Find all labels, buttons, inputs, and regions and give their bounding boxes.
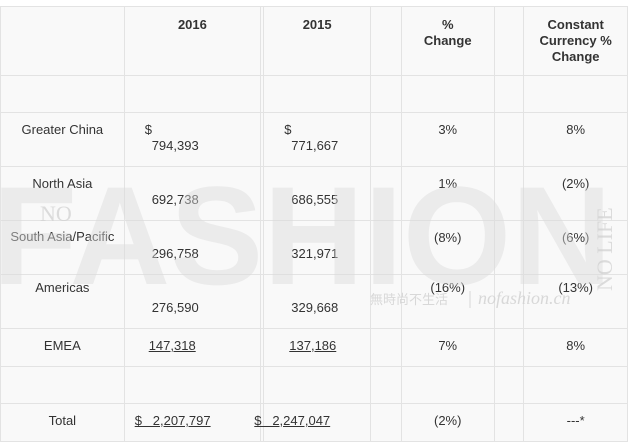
cc-change: 8% <box>566 338 586 353</box>
value-2015: 771,667 <box>291 138 339 153</box>
value-2016: 296,758 <box>151 246 199 261</box>
dollar-sign: $ <box>144 122 152 137</box>
pct-change: 7% <box>438 338 458 353</box>
value-2015: 321,971 <box>291 246 339 261</box>
cc-change: 8% <box>566 122 586 137</box>
value-2015: 137,186 <box>282 338 336 353</box>
total-label: Total <box>48 413 77 428</box>
total-cc: ---* <box>566 413 585 428</box>
header-cc-label: Constant Currency % Change <box>539 17 612 64</box>
header-2016: 2016 <box>123 6 262 76</box>
table-row: Americas 276,590 329,668 (16%) (13%) <box>0 274 628 329</box>
cc-change: (6%) <box>561 230 590 245</box>
value-2015: 329,668 <box>291 300 339 315</box>
value-2016: 794,393 <box>151 138 199 153</box>
header-row: 2016 2015 % Change Constant Currency % C… <box>0 6 628 76</box>
table-row: South Asia/Pacific 296,758 321,971 (8%) … <box>0 220 628 275</box>
table-row: EMEA 147,318 137,186 7% 8% <box>0 328 628 367</box>
header-empty <box>0 6 125 76</box>
total-2015: $ 2,247,047 <box>254 413 330 428</box>
row-label: North Asia <box>32 176 93 191</box>
header-2015: 2015 <box>263 6 372 76</box>
total-2016: $ 2,207,797 <box>135 413 211 428</box>
row-label: EMEA <box>43 338 81 353</box>
value-2016-text: 147,318 <box>148 338 196 353</box>
header-gap <box>493 6 525 76</box>
cc-change: (2%) <box>561 176 590 191</box>
header-pct-label: % Change <box>423 17 472 48</box>
total-row: Total $ 2,207,797 $ 2,247,047 (2%) ---* <box>0 403 628 442</box>
dollar-sign: $ <box>284 122 292 137</box>
value-2015-text: 137,186 <box>289 338 337 353</box>
spacer-row <box>0 366 628 404</box>
total-pct: (2%) <box>433 413 462 428</box>
sales-table: 2016 2015 % Change Constant Currency % C… <box>0 6 628 442</box>
table-row: Greater China $794,393 $771,667 3% 8% <box>0 112 628 167</box>
value-2016: 692,738 <box>151 192 199 207</box>
spacer-row <box>0 75 628 113</box>
header-2015-label: 2015 <box>302 17 332 32</box>
sales-table-container: 2016 2015 % Change Constant Currency % C… <box>0 6 628 442</box>
value-2016: 147,318 <box>143 338 196 353</box>
pct-change: 1% <box>438 176 458 191</box>
pct-change: (8%) <box>433 230 462 245</box>
value-2016: 276,590 <box>151 300 199 315</box>
value-2015: 686,555 <box>291 192 339 207</box>
table-row: North Asia 692,738 686,555 1% (2%) <box>0 166 628 221</box>
header-pct: % Change <box>400 6 495 76</box>
header-gap <box>370 6 402 76</box>
pct-change: 3% <box>438 122 458 137</box>
row-label: Greater China <box>21 122 104 137</box>
total-2015-text: $ 2,247,047 <box>254 413 331 428</box>
pct-change: (16%) <box>430 280 466 295</box>
total-2016-text: $ 2,207,797 <box>134 413 211 428</box>
row-label: South Asia/Pacific <box>10 229 115 244</box>
header-2016-label: 2016 <box>177 17 207 32</box>
cc-change: (13%) <box>558 280 593 295</box>
row-label: Americas <box>35 280 90 295</box>
header-cc: Constant Currency % Change <box>523 6 628 76</box>
